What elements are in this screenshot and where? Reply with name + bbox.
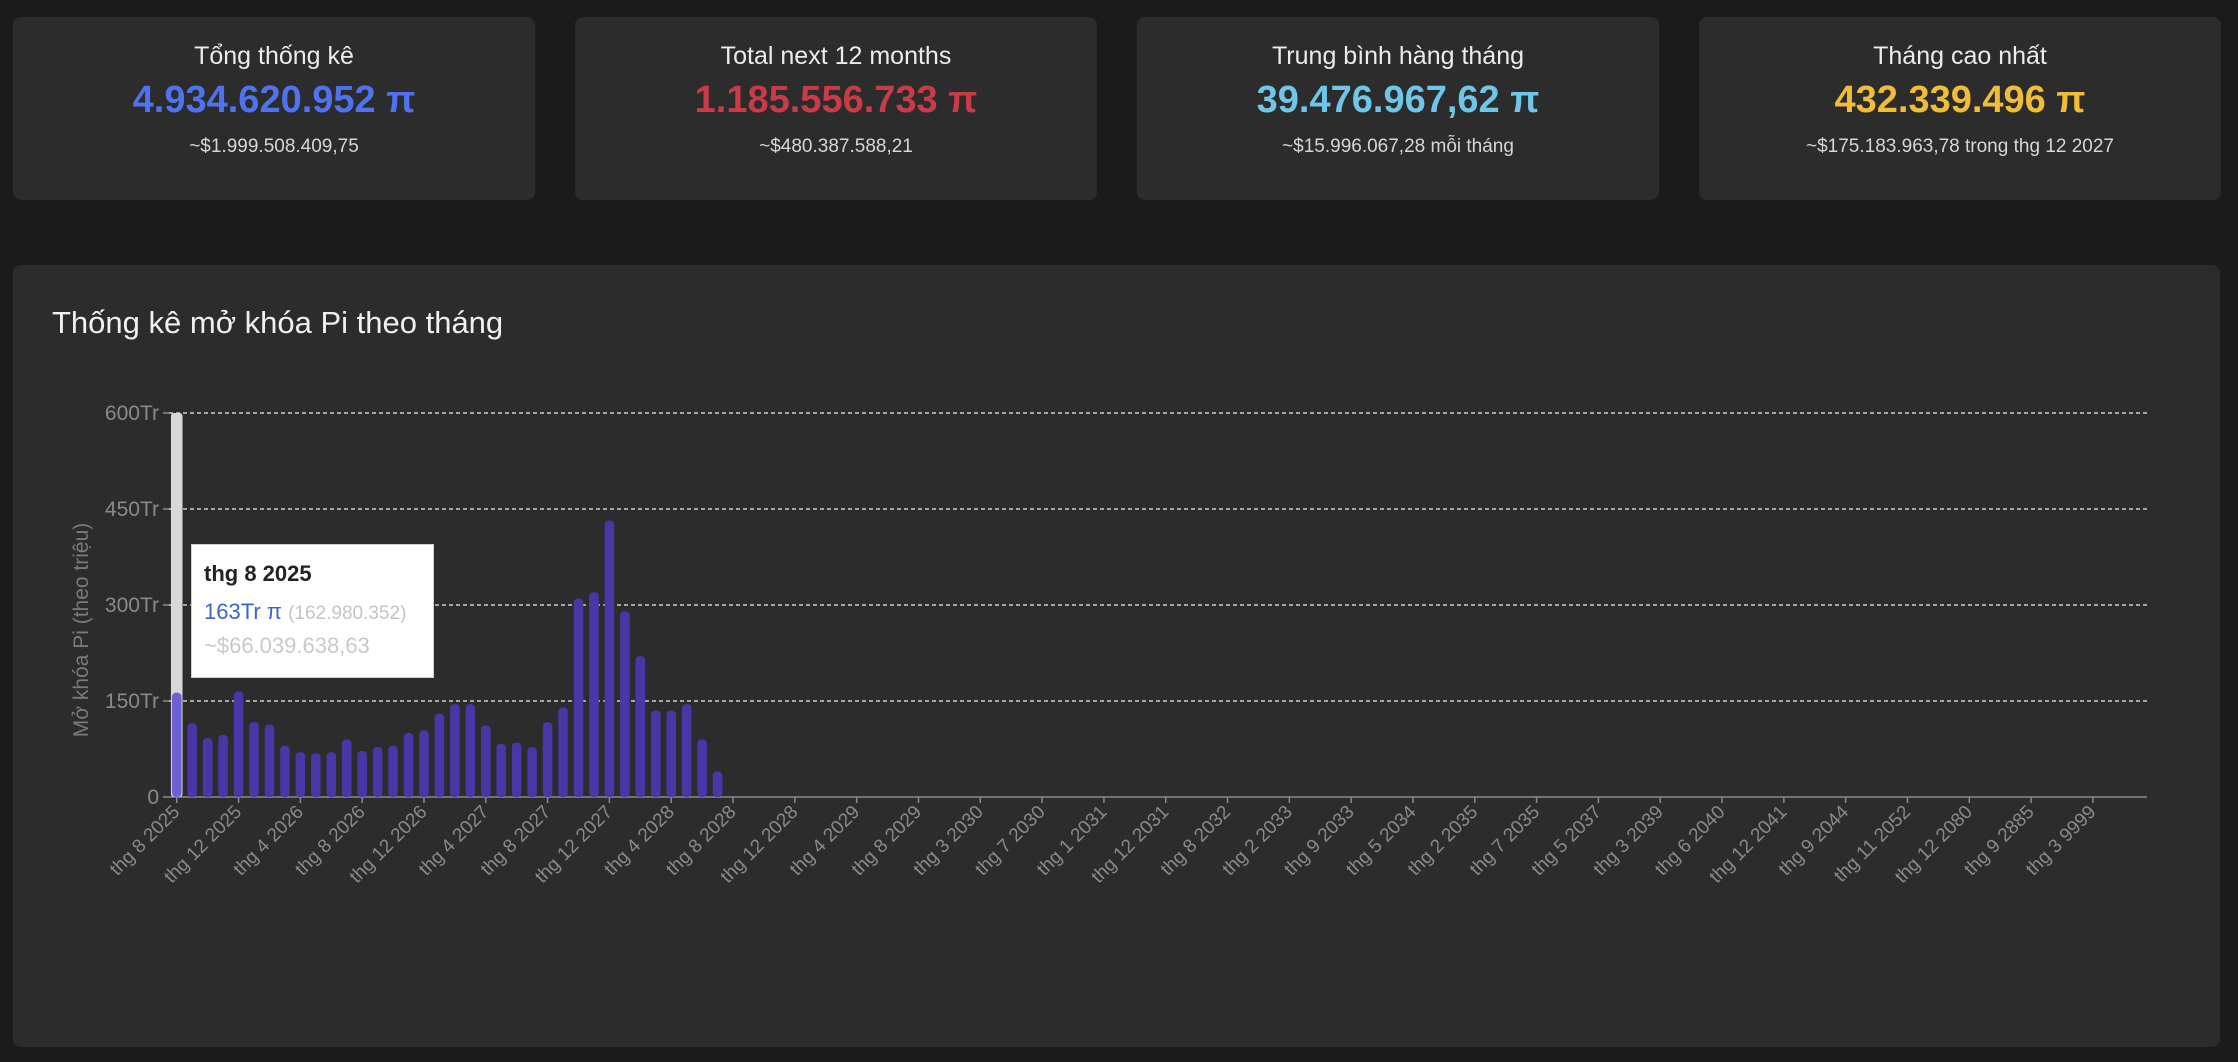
bar [666,710,677,797]
tooltip-date: thg 8 2025 [204,561,312,586]
bar [542,722,553,797]
bar [202,738,213,797]
stat-usd: ~$480.387.588,21 [759,136,913,157]
stat-usd: ~$1.999.508.409,75 [189,136,359,157]
bar [233,691,244,797]
bar [187,723,197,797]
stat-title: Trung bình hàng tháng [1271,42,1525,70]
stat-card-highest-month: Tháng cao nhất 432.339.496 π ~$175.183.9… [1699,17,2221,200]
tooltip-value-row: 163Tr π (162.980.352) [204,599,421,627]
stat-title: Tháng cao nhất [1873,42,2047,70]
stat-card-total: Tổng thống kê 4.934.620.952 π ~$1.999.50… [13,17,535,200]
bar [249,722,259,797]
bar [434,713,445,797]
bar [218,734,228,797]
bar [419,730,429,797]
stat-card-next-12-months: Total next 12 months 1.185.556.733 π ~$4… [575,17,1097,200]
bar [264,724,275,797]
bar [527,747,537,797]
chart-tooltip: thg 8 2025 163Tr π (162.980.352) ~$66.03… [191,544,434,678]
bar [573,598,584,797]
stat-card-monthly-average: Trung bình hàng tháng 39.476.967,62 π ~$… [1137,17,1659,200]
bar [295,752,306,797]
chart-title: Thống kê mở khóa Pi theo tháng [52,305,504,340]
bar [341,739,352,797]
bar [697,739,707,797]
bar [496,743,507,797]
y-tick-label: 300Tr [105,594,159,617]
y-tick-label: 0 [147,786,159,809]
stat-value: 39.476.967,62 π [1256,79,1540,121]
bar [171,692,182,797]
bar [280,745,290,797]
unlock-bar-chart[interactable]: 0 150Tr 300Tr 450Tr 600Tr Mở khóa Pi (theo tr… [13,265,2220,1047]
stat-value: 1.185.556.733 π [694,79,978,121]
bar [681,704,692,797]
y-tick-label: 600Tr [105,402,159,425]
bar [511,742,522,797]
y-tick-label: 150Tr [105,690,159,713]
bar [403,733,414,797]
bar [650,710,661,797]
stats-row: Tổng thống kê 4.934.620.952 π ~$1.999.50… [13,17,2221,200]
stat-title: Tổng thống kê [194,42,354,70]
bar [388,745,398,797]
bar [589,592,599,797]
bar [326,752,337,797]
bar [635,656,646,797]
stat-value: 4.934.620.952 π [132,79,416,121]
bar [450,704,460,797]
tooltip-value: 163Tr π [204,599,282,624]
bar [620,611,630,797]
stat-value: 432.339.496 π [1834,79,2086,121]
stat-title: Total next 12 months [720,42,952,70]
tooltip-raw-value: (162.980.352) [288,603,407,624]
tooltip-usd: ~$66.039.638,63 [204,633,370,658]
bar [480,725,491,797]
bar [712,771,723,797]
bar [465,704,476,797]
bar [558,707,568,797]
stat-usd: ~$175.183.963,78 trong thg 12 2027 [1806,136,2114,157]
chart-panel: Thống kê mở khóa Pi theo tháng 0 150Tr 300… [13,265,2220,1047]
bar [357,750,367,797]
stat-usd: ~$15.996.067,28 mỗi tháng [1282,136,1514,157]
bar [604,520,615,797]
y-axis-label: Mở khóa Pi (theo triệu) [70,523,93,738]
bar [372,747,383,797]
y-tick-label: 450Tr [105,498,159,521]
bar [311,753,321,797]
